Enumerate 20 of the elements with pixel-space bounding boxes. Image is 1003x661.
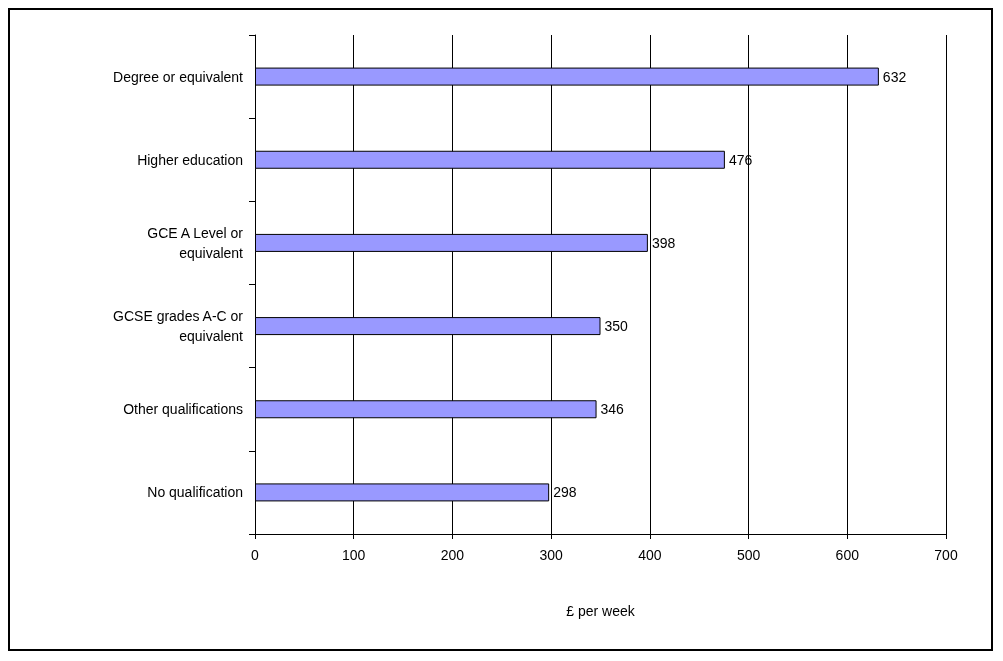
x-tick-label: 500 [736, 547, 761, 563]
data-label: 350 [604, 318, 629, 335]
x-tick-label: 200 [440, 547, 465, 563]
data-label: 346 [600, 401, 625, 418]
x-axis-title: £ per week [566, 603, 636, 619]
data-label: 398 [651, 234, 676, 251]
data-label: 632 [882, 68, 907, 85]
x-tick-label: 100 [342, 547, 366, 563]
x-tick-label: 400 [638, 547, 662, 563]
y-tick-label: Degree or equivalent [113, 68, 244, 85]
x-tick-label: 700 [934, 547, 958, 563]
y-tick-label: GCSE grades A-C or equivalent [113, 308, 244, 345]
y-tick-label: Higher education [137, 151, 243, 168]
data-label: 298 [553, 484, 577, 501]
x-tick-label: 0 [251, 547, 260, 563]
x-tick-label: 300 [539, 547, 564, 563]
y-tick-label: Other qualifications [123, 401, 243, 418]
y-tick-label: GCE A Level or equivalent [147, 224, 244, 261]
y-tick-label: No qualification [147, 484, 243, 501]
x-tick-label: 600 [835, 547, 860, 563]
